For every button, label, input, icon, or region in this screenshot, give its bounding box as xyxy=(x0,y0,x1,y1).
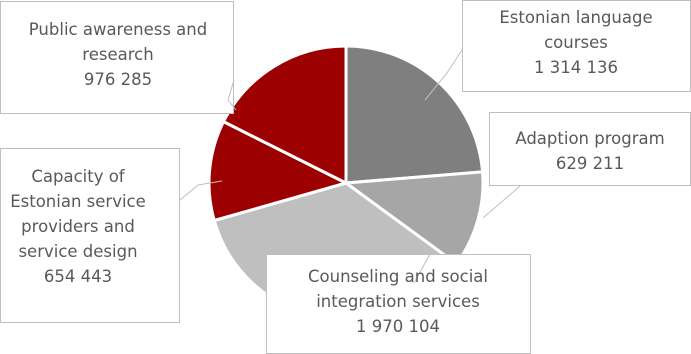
slice-category-label: research xyxy=(82,45,153,64)
slice-category-label: Capacity of xyxy=(31,167,125,186)
slice-category-label: integration services xyxy=(316,292,480,311)
data-callout: Estonian language courses 1 314 136 xyxy=(424,0,691,101)
data-callout: Public awareness and research 976 285 xyxy=(0,1,237,114)
callout-leader-line xyxy=(179,180,223,201)
slice-category-label: service design xyxy=(18,242,137,261)
slice-value-label: 1 970 104 xyxy=(356,317,440,336)
slice-category-label: Counseling and social xyxy=(308,267,488,286)
slice-value-label: 654 443 xyxy=(44,267,112,286)
slice-category-label: courses xyxy=(544,33,608,52)
callout-box xyxy=(0,148,180,323)
slice-category-label: providers and xyxy=(21,217,135,236)
slice-category-label: Estonian service xyxy=(10,192,146,211)
data-callout: Capacity of Estonian service providers and… xyxy=(0,148,223,323)
slice-value-label: 976 285 xyxy=(84,70,152,89)
callout-box xyxy=(489,112,691,186)
slice-category-label: Adaption program xyxy=(515,129,664,148)
data-callout: Adaption program 629 211 xyxy=(482,112,691,219)
slice-value-label: 1 314 136 xyxy=(534,58,618,77)
data-callout: Counseling and social integration service… xyxy=(266,253,531,354)
slice-category-label: Public awareness and xyxy=(29,20,207,39)
slice-value-label: 629 211 xyxy=(556,154,624,173)
callout-leader-line xyxy=(227,79,237,111)
callout-box xyxy=(0,1,234,114)
callout-leader-line xyxy=(482,185,521,219)
callout-leader-line xyxy=(424,49,463,101)
slice-category-label: Estonian language xyxy=(499,8,652,27)
pie-slice xyxy=(207,119,351,223)
callout-leader-line xyxy=(413,253,431,284)
